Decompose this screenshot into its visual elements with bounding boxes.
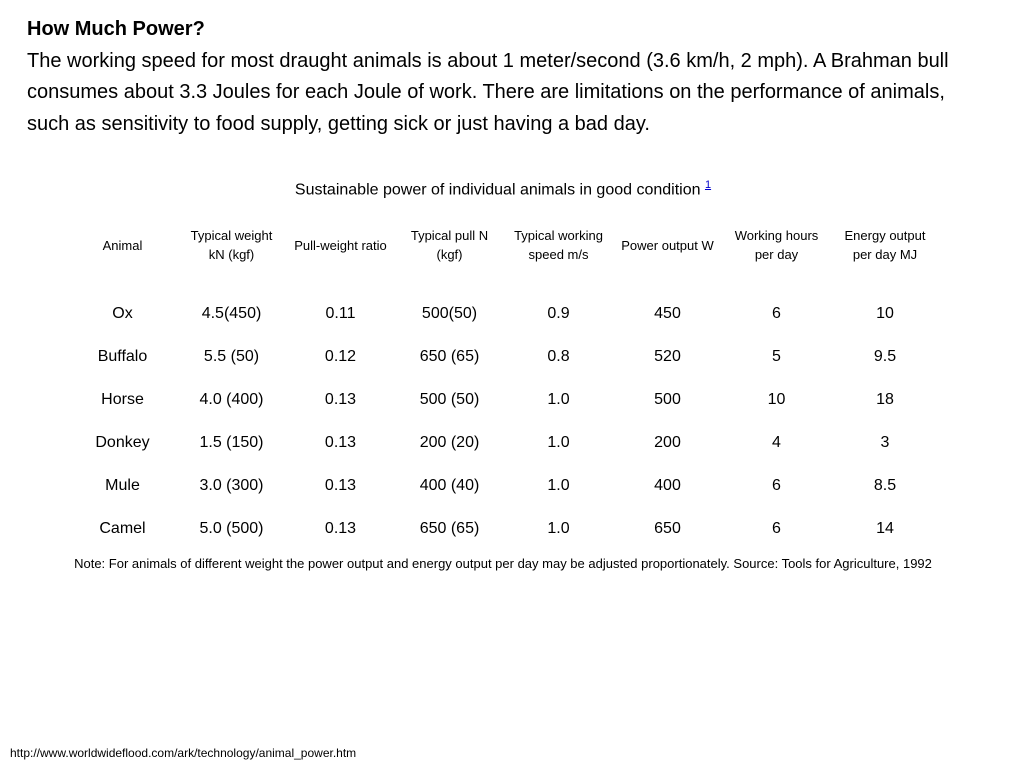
table-cell: 5.5 (50) — [203, 347, 260, 365]
table-row: Horse 4.0 (400) 0.13 500 (50) 1.0 500 10 18 — [68, 378, 939, 421]
column-header: Typical pull N (kgf) — [410, 228, 489, 262]
table-cell: 1.0 — [547, 433, 570, 451]
table-cell: 1.0 — [547, 390, 570, 408]
intro-paragraph: The working speed for most draught anima… — [27, 49, 949, 135]
table-cell: 10 — [767, 390, 786, 408]
animal-name-cell: Donkey — [95, 433, 150, 451]
table-cell: 520 — [654, 347, 681, 365]
table-cell: 500 — [654, 390, 681, 408]
table-cell: 8.5 — [873, 476, 897, 494]
table-cell: 4 — [772, 433, 781, 451]
table-cell: 400 — [654, 476, 681, 494]
table-caption: Sustainable power of individual animals … — [0, 175, 1006, 200]
table-cell: 650 (65) — [419, 347, 480, 365]
source-url: http://www.worldwideflood.com/ark/techno… — [10, 746, 357, 760]
table-cell: 9.5 — [873, 347, 897, 365]
table-caption-text: Sustainable power of individual animals … — [294, 181, 701, 199]
table-cell: 4.0 (400) — [199, 390, 264, 408]
table-spacer-row — [68, 268, 939, 292]
table-cell: 14 — [876, 519, 894, 537]
table-cell: 0.8 — [547, 347, 570, 365]
table-note: Note: For animals of different weight th… — [74, 556, 932, 571]
table-cell: 0.13 — [324, 519, 357, 537]
table-cell: 0.13 — [324, 390, 357, 408]
animal-name-cell: Horse — [101, 390, 144, 408]
table-cell: 0.9 — [547, 304, 570, 322]
column-header: Pull-weight ratio — [294, 237, 387, 253]
table-row: Donkey 1.5 (150) 0.13 200 (20) 1.0 200 4 3 — [68, 421, 939, 464]
table-header-row: Animal Typical weight kN (kgf) Pull-weig… — [68, 222, 939, 268]
table-cell: 5.0 (500) — [199, 519, 264, 537]
animal-name-cell: Buffalo — [97, 347, 148, 365]
table-cell: 500 (50) — [419, 390, 480, 408]
column-header: Working hours per day — [734, 228, 819, 262]
table-cell: 6 — [772, 519, 781, 537]
animal-name-cell: Camel — [99, 519, 146, 537]
column-header: Energy output per day MJ — [844, 228, 926, 262]
table-cell: 500(50) — [421, 304, 478, 322]
animal-power-table: Animal Typical weight kN (kgf) Pull-weig… — [68, 222, 939, 550]
animal-name-cell: Ox — [112, 304, 133, 322]
column-header: Power output W — [621, 237, 714, 253]
table-cell: 18 — [876, 390, 894, 408]
animal-name-cell: Mule — [105, 476, 140, 494]
footnote-link[interactable]: 1 — [704, 179, 712, 191]
table-cell: 650 — [654, 519, 681, 537]
table-cell: 0.12 — [324, 347, 357, 365]
table-cell: 1.0 — [547, 476, 570, 494]
table-cell: 1.5 (150) — [199, 433, 264, 451]
intro-section: How Much Power? The working speed for mo… — [27, 14, 967, 140]
table-row: Ox 4.5(450) 0.11 500(50) 0.9 450 6 10 — [68, 292, 939, 335]
table-cell: 10 — [876, 304, 894, 322]
table-cell: 0.13 — [324, 433, 357, 451]
table-cell: 6 — [772, 304, 781, 322]
table-cell: 3.0 (300) — [199, 476, 264, 494]
table-cell: 200 — [654, 433, 681, 451]
table-cell: 0.13 — [324, 476, 357, 494]
table-row: Mule 3.0 (300) 0.13 400 (40) 1.0 400 6 8.5 — [68, 464, 939, 507]
table-cell: 0.11 — [325, 304, 356, 322]
table-cell: 400 (40) — [419, 476, 480, 494]
table-cell: 6 — [772, 476, 781, 494]
table-cell: 1.0 — [547, 519, 570, 537]
column-header: Typical weight kN (kgf) — [190, 228, 273, 262]
table-cell: 5 — [772, 347, 781, 365]
table-cell: 450 — [654, 304, 681, 322]
column-header: Typical working speed m/s — [514, 228, 603, 262]
table-cell: 650 (65) — [419, 519, 480, 537]
table-cell: 200 (20) — [419, 433, 480, 451]
table-row: Buffalo 5.5 (50) 0.12 650 (65) 0.8 520 5 9.5 — [68, 335, 939, 378]
page-title: How Much Power? — [27, 18, 205, 40]
column-header: Animal — [102, 237, 143, 253]
table-cell: 4.5(450) — [201, 304, 262, 322]
table-cell: 3 — [880, 433, 890, 451]
table-row: Camel 5.0 (500) 0.13 650 (65) 1.0 650 6 14 — [68, 507, 939, 550]
